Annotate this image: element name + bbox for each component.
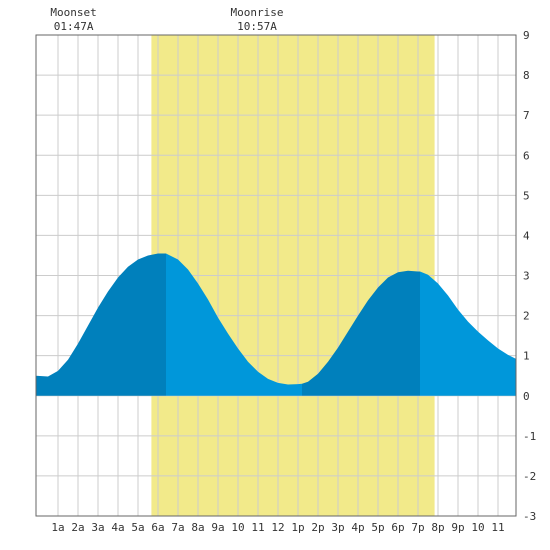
y-tick-label: 7 bbox=[523, 109, 530, 122]
x-tick-label: 5p bbox=[371, 521, 384, 534]
tide-area-falling bbox=[166, 253, 302, 396]
x-tick-labels: 1a 2a 3a 4a 5a 6a 7a 8a 9a 10 11 12 1p 2p 3p 4p 5p 6p 7p 8p… bbox=[51, 521, 504, 534]
y-tick-label: 5 bbox=[523, 189, 530, 202]
tide-area-layer bbox=[36, 253, 516, 396]
tide-area-falling bbox=[420, 271, 516, 396]
x-tick-label: 2a bbox=[71, 521, 84, 534]
x-tick-label: 12 bbox=[271, 521, 284, 534]
x-tick-label: 8p bbox=[431, 521, 444, 534]
moon-events: Moonset 01:47A Moonrise 10:57A bbox=[50, 6, 283, 33]
x-tick-label: 10 bbox=[231, 521, 244, 534]
x-tick-label: 11 bbox=[251, 521, 264, 534]
x-tick-label: 4a bbox=[111, 521, 124, 534]
x-tick-label: 5a bbox=[131, 521, 144, 534]
moonset-label: Moonset bbox=[50, 6, 96, 19]
moonrise-time: 10:57A bbox=[237, 20, 277, 33]
tide-area-rising bbox=[36, 253, 166, 396]
x-tick-label: 7p bbox=[411, 521, 424, 534]
y-tick-label: 9 bbox=[523, 29, 530, 42]
y-tick-label: 1 bbox=[523, 350, 530, 363]
y-tick-label: -3 bbox=[523, 510, 536, 523]
x-tick-label: 7a bbox=[171, 521, 184, 534]
x-tick-label: 6p bbox=[391, 521, 404, 534]
y-tick-label: -2 bbox=[523, 470, 536, 483]
plot-frame-layer bbox=[35, 34, 517, 517]
y-tick-label: 2 bbox=[523, 310, 530, 323]
x-tick-label: 10 bbox=[471, 521, 484, 534]
y-tick-label: 3 bbox=[523, 270, 530, 283]
x-tick-label: 3p bbox=[331, 521, 344, 534]
x-tick-label: 3a bbox=[91, 521, 104, 534]
y-tick-label: 6 bbox=[523, 149, 530, 162]
y-tick-label: 0 bbox=[523, 390, 530, 403]
x-tick-label: 9a bbox=[211, 521, 224, 534]
x-tick-label: 11 bbox=[491, 521, 504, 534]
moonset-time: 01:47A bbox=[54, 20, 94, 33]
x-tick-label: 1a bbox=[51, 521, 64, 534]
y-tick-label: 8 bbox=[523, 69, 530, 82]
x-tick-label: 6a bbox=[151, 521, 164, 534]
moonrise-label: Moonrise bbox=[231, 6, 284, 19]
plot-frame bbox=[35, 34, 517, 517]
y-tick-label: 4 bbox=[523, 229, 530, 242]
x-tick-label: 9p bbox=[451, 521, 464, 534]
x-tick-label: 4p bbox=[351, 521, 364, 534]
x-tick-label: 2p bbox=[311, 521, 324, 534]
y-tick-label: -1 bbox=[523, 430, 536, 443]
y-tick-labels: -3 -2 -1 0 1 2 3 4 5 6 7 8 9 bbox=[523, 29, 536, 523]
x-tick-label: 1p bbox=[291, 521, 304, 534]
x-tick-label: 8a bbox=[191, 521, 204, 534]
tide-area-rising bbox=[302, 270, 420, 396]
